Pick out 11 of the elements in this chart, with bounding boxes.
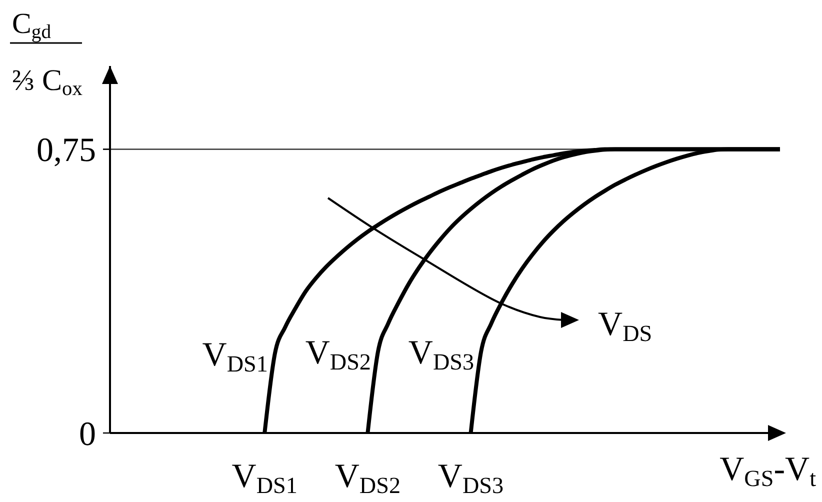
y-tick-label: 0	[79, 416, 96, 453]
x-tick-label: V$_{DS3}$	[438, 458, 504, 499]
series-label: V$_{DS3}$	[408, 334, 474, 376]
x-tick-label: V$_{DS1}$	[232, 458, 298, 499]
series-label: V$_{DS2}$	[305, 334, 371, 376]
y-axis-title: C$_{gd}$ ⅔ C$_{ox}$	[12, 8, 82, 100]
y-tick-label: 0,75	[36, 132, 96, 170]
series-label: V$_{DS1}$	[202, 336, 268, 378]
annotation: V$_{DS}$	[598, 306, 652, 347]
x-axis-title: V$_{GS}$-V$_{t}$	[720, 451, 817, 492]
x-tick-label: V$_{DS2}$	[334, 458, 401, 499]
